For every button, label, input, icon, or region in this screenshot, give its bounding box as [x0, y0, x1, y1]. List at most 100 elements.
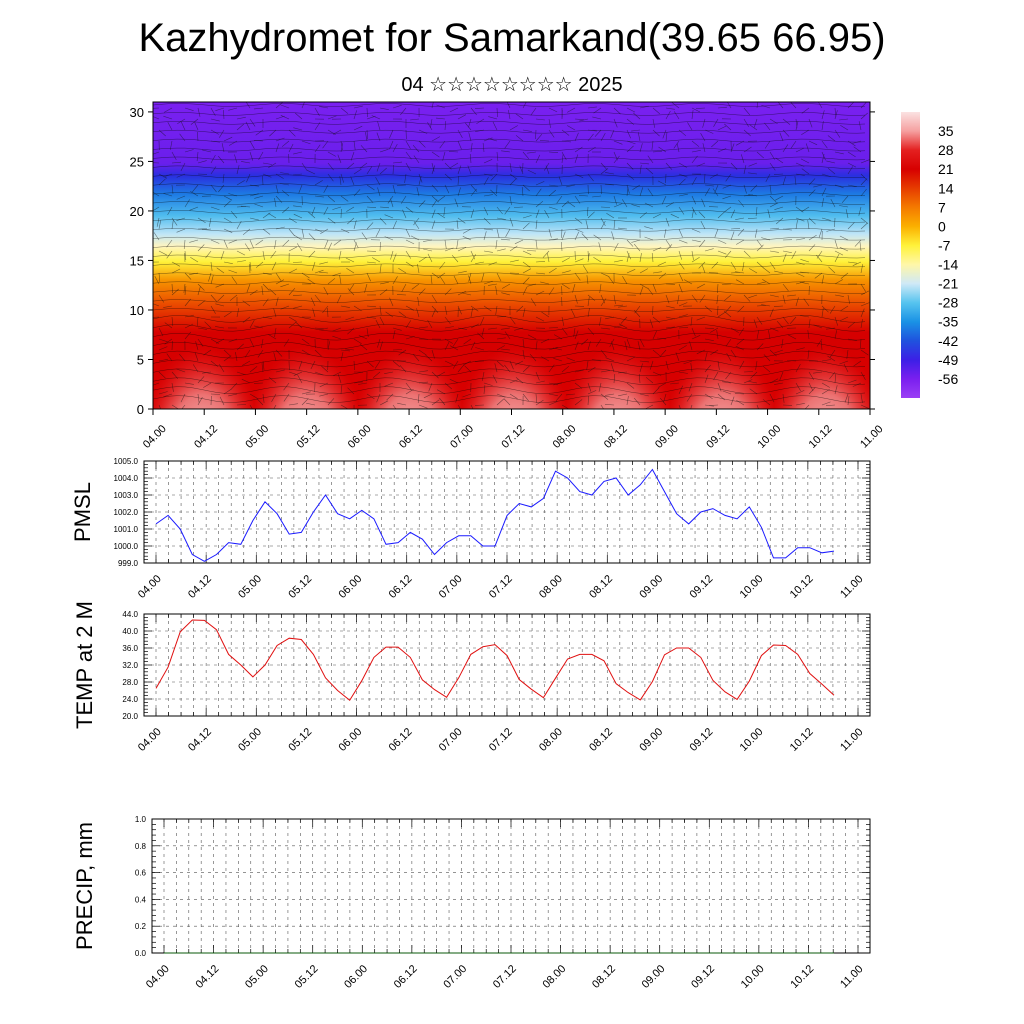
temp-panel: 20.0 24.0 28.0 32.0 36.0 40.0 44.0 04.00 04.12 05… — [72, 601, 871, 754]
x-tick-label: 04.00 — [141, 423, 169, 451]
x-tick-label: 06.12 — [387, 726, 415, 754]
colorbar-label: 14 — [938, 180, 954, 196]
x-tick-label: 07.00 — [437, 726, 465, 754]
x-tick-label: 07.12 — [487, 573, 515, 601]
colorbar-label: -7 — [938, 237, 951, 253]
x-tick-label: 09.12 — [689, 963, 717, 991]
x-tick-label: 04.12 — [193, 963, 221, 991]
y-tick-label: 5 — [137, 352, 144, 367]
wind-barbs — [153, 102, 870, 409]
pmsl-axis-label: PMSL — [70, 482, 95, 542]
x-tick-label: 06.12 — [387, 573, 415, 601]
y-tick-label: 1004.0 — [114, 474, 139, 483]
x-tick-label: 06.00 — [346, 423, 374, 451]
cross-section-panel: 0 5 10 15 20 25 30 04.00 04.12 05.00 05.12 06.00 06.… — [130, 101, 886, 451]
x-tick-label: 05.12 — [286, 726, 314, 754]
chart-title: Kazhydromet for Samarkand(39.65 66.95) — [138, 16, 886, 60]
colorbar-label: 35 — [938, 123, 954, 139]
x-tick-label: 05.12 — [293, 963, 321, 991]
x-tick-label: 07.12 — [491, 963, 519, 991]
x-tick-label: 10.12 — [788, 573, 816, 601]
series-line — [155, 468, 835, 562]
colorbar-label: -35 — [938, 314, 958, 330]
x-tick-label: 10.12 — [788, 963, 816, 991]
x-tick-label: 07.12 — [487, 726, 515, 754]
x-tick-label: 07.00 — [441, 963, 469, 991]
x-tick-label: 10.00 — [738, 573, 766, 601]
pmsl-panel: 999.0 1000.0 1001.0 1002.0 1003.0 1004.0 1005.… — [70, 457, 871, 601]
colorbar-label: -49 — [938, 352, 958, 368]
x-tick-label: 07.00 — [448, 423, 476, 451]
x-tick-label: 09.00 — [637, 573, 665, 601]
y-tick-label: 20 — [130, 204, 144, 219]
x-tick-label: 05.12 — [295, 423, 323, 451]
surface-heating — [153, 319, 870, 409]
x-tick-label: 11.00 — [838, 963, 865, 990]
series-line — [155, 619, 835, 702]
colorbar-label: 28 — [938, 142, 954, 158]
colorbar-label: 7 — [938, 199, 946, 215]
x-tick-label: 09.12 — [687, 573, 715, 601]
x-tick-label: 09.12 — [704, 423, 732, 451]
x-tick-label: 04.12 — [186, 573, 214, 601]
x-tick-label: 07.12 — [499, 423, 527, 451]
x-tick-label: 05.00 — [243, 963, 271, 991]
y-tick-label: 20.0 — [122, 712, 138, 721]
x-tick-label: 04.12 — [192, 423, 220, 451]
x-tick-label: 08.00 — [551, 423, 579, 451]
x-tick-label: 08.12 — [587, 573, 615, 601]
colorbar-label: -56 — [938, 371, 958, 387]
x-tick-label: 10.00 — [739, 963, 767, 991]
colorbar-label: -21 — [938, 276, 958, 292]
x-tick-label: 04.00 — [136, 726, 164, 754]
y-tick-label: 0.4 — [135, 895, 147, 904]
y-tick-label: 44.0 — [122, 610, 138, 619]
colorbar-scale — [901, 112, 920, 398]
colorbar-label: -28 — [938, 295, 958, 311]
colorbar-label: -14 — [938, 257, 958, 273]
grid — [144, 613, 870, 717]
y-tick-label: 999.0 — [118, 559, 139, 568]
x-tick-label: 06.12 — [392, 963, 420, 991]
y-tick-label: 0.0 — [135, 949, 147, 958]
x-tick-label: 06.00 — [342, 963, 370, 991]
x-tick-label: 05.12 — [286, 573, 314, 601]
y-tick-label: 1000.0 — [114, 542, 139, 551]
y-tick-label: 0.2 — [135, 922, 147, 931]
x-tick-label: 06.00 — [336, 573, 364, 601]
x-tick-label: 11.00 — [838, 573, 865, 600]
x-tick-label: 05.00 — [236, 726, 264, 754]
y-tick-label: 1003.0 — [114, 491, 139, 500]
y-tick-label: 36.0 — [122, 644, 138, 653]
minor-ticks — [152, 818, 870, 954]
y-tick-label: 28.0 — [122, 678, 138, 687]
grid — [152, 818, 870, 954]
x-tick-label: 05.00 — [236, 573, 264, 601]
y-tick-label: 40.0 — [122, 627, 138, 636]
x-tick-label: 09.00 — [637, 726, 665, 754]
heating-blob — [254, 319, 358, 409]
precip-panel: 0.0 0.2 0.4 0.6 0.8 1.0 04.00 04.12 05.00 05.12 06… — [72, 815, 871, 991]
x-tick-label: 10.12 — [788, 726, 816, 754]
colorbar-label: 21 — [938, 161, 954, 177]
x-tick-label: 11.00 — [838, 726, 865, 753]
y-tick-label: 24.0 — [122, 695, 138, 704]
y-tick-label: 0 — [137, 402, 144, 417]
x-tick-label: 09.12 — [687, 726, 715, 754]
y-tick-label: 1.0 — [135, 815, 147, 824]
minor-ticks — [144, 613, 870, 717]
heating-blob — [358, 319, 462, 409]
x-tick-label: 09.00 — [653, 423, 681, 451]
y-tick-label: 25 — [130, 154, 144, 169]
heating-blob — [670, 319, 774, 409]
x-tick-label: 08.12 — [590, 963, 618, 991]
x-tick-label: 06.12 — [397, 423, 425, 451]
temp-axis-label: TEMP at 2 M — [72, 601, 97, 729]
x-tick-label: 08.12 — [587, 726, 615, 754]
y-tick-label: 15 — [130, 253, 144, 268]
x-tick-label: 04.12 — [186, 726, 214, 754]
x-tick-label: 10.00 — [738, 726, 766, 754]
x-tick-label: 09.00 — [640, 963, 668, 991]
x-tick-label: 08.00 — [537, 573, 565, 601]
